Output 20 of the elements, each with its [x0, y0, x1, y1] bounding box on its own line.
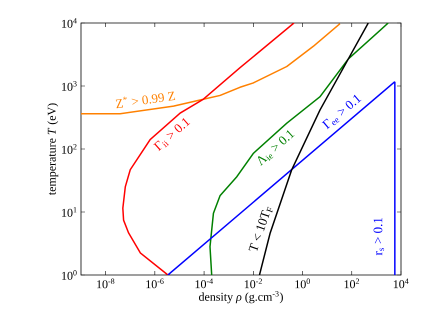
- x-axis-title: density ρ (g.cm$^{-3}$): [198, 291, 283, 304]
- x-tick-label: 10$^{4}$: [394, 278, 409, 288]
- text: Γ$_{ii}$ > 0.1: [153, 118, 190, 152]
- y-tick-label: 10$^{3}$: [62, 81, 77, 91]
- text: T < 10T$_{F}$: [248, 206, 273, 251]
- y-tick-label: 10$^{4}$: [62, 18, 77, 28]
- y-tick-label: 10$^{0}$: [62, 270, 77, 280]
- y-axis-title: temperature T (eV): [47, 103, 58, 196]
- x-tick-label: 10$^{0}$: [295, 278, 310, 288]
- y-tick-label: 10$^{2}$: [62, 144, 77, 154]
- text: Λ$_{ie}$ > 0.1: [258, 130, 295, 166]
- x-tick-label: 10$^{2}$: [344, 278, 360, 288]
- x-tick-label: 10$^{-4}$: [196, 278, 213, 288]
- x-tick-label: 10$^{-8}$: [97, 278, 114, 288]
- y-tick-label: 10$^{1}$: [62, 207, 76, 217]
- text: Γ$_{ee}$ > 0.1: [322, 94, 362, 130]
- text: r$_{s}$ > 0.1: [374, 218, 384, 256]
- text: Z$^{*}$ > 0.99 Z: [116, 92, 176, 108]
- x-tick-label: 10$^{-2}$: [244, 278, 262, 288]
- x-tick-label: 10$^{-6}$: [146, 278, 164, 288]
